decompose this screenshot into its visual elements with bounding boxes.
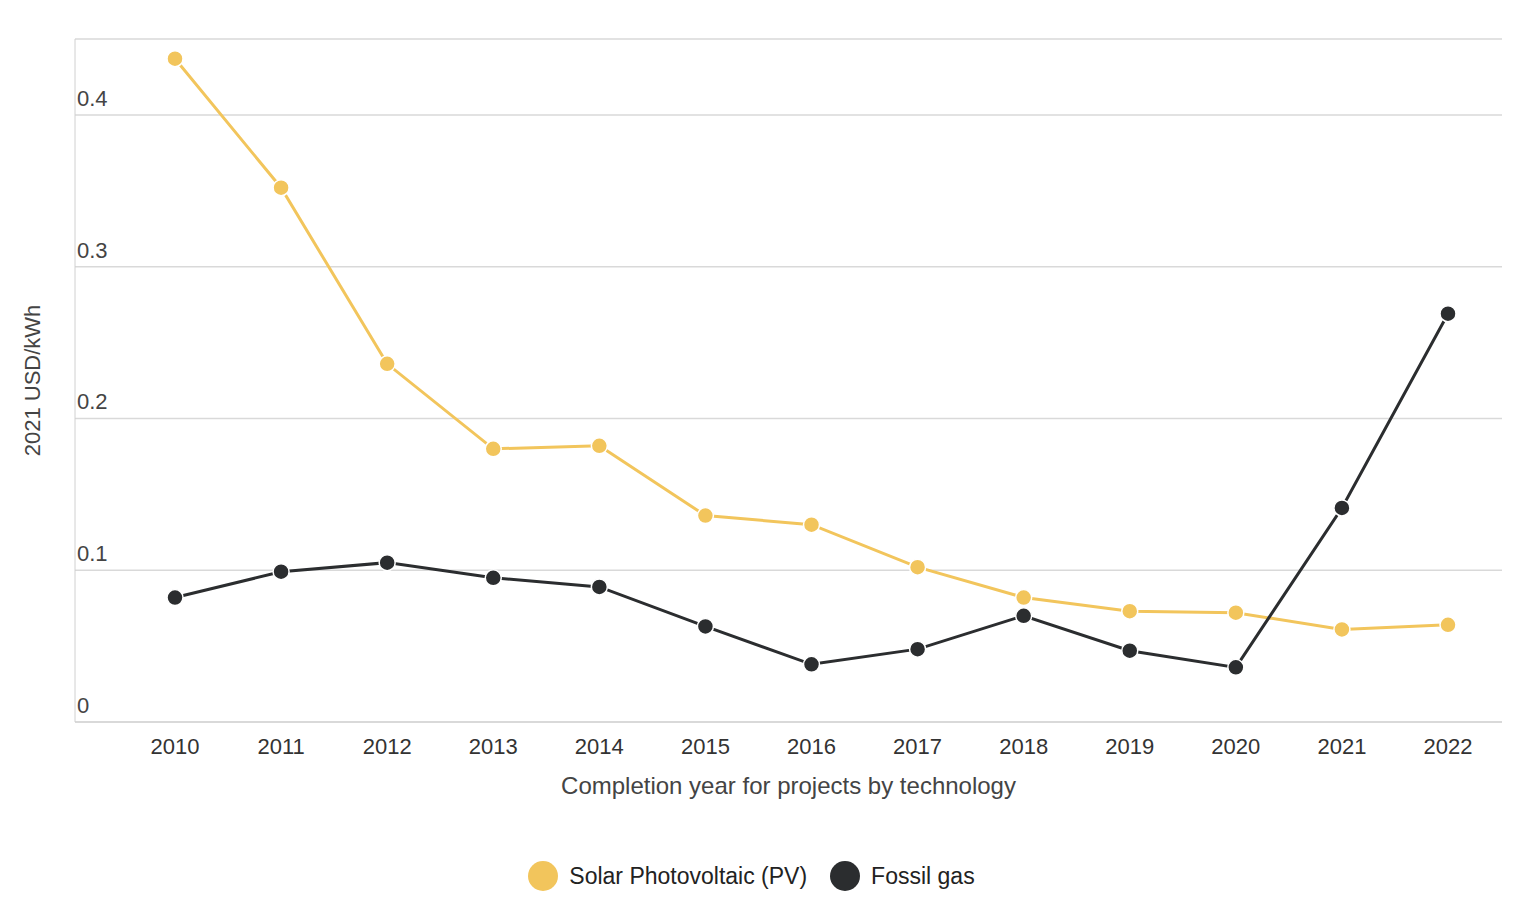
svg-text:2019: 2019 bbox=[1105, 734, 1154, 759]
html-text:Fossil gas: Fossil gas bbox=[871, 862, 975, 889]
svg-text:0.1: 0.1 bbox=[77, 541, 108, 566]
svg-text:2016: 2016 bbox=[787, 734, 836, 759]
svg-text:2010: 2010 bbox=[151, 734, 200, 759]
svg-text:2022: 2022 bbox=[1424, 734, 1473, 759]
svg-text:2013: 2013 bbox=[469, 734, 518, 759]
svg-text:2021: 2021 bbox=[1317, 734, 1366, 759]
svg-text:2021 USD/kWh: 2021 USD/kWh bbox=[20, 305, 45, 457]
svg-text:2018: 2018 bbox=[999, 734, 1048, 759]
svg-text:2011: 2011 bbox=[257, 734, 304, 759]
svg-text:2017: 2017 bbox=[893, 734, 942, 759]
svg-text:0: 0 bbox=[77, 693, 89, 718]
svg-text:Completion year for projects b: Completion year for projects by technolo… bbox=[561, 772, 1016, 799]
svg-text:2020: 2020 bbox=[1211, 734, 1260, 759]
svg-text:0.4: 0.4 bbox=[77, 86, 108, 111]
html-text:Solar Photovoltaic (PV): Solar Photovoltaic (PV) bbox=[569, 862, 808, 889]
svg-text:2015: 2015 bbox=[681, 734, 730, 759]
svg-text:0.2: 0.2 bbox=[77, 389, 108, 414]
svg-text:2014: 2014 bbox=[575, 734, 624, 759]
svg-text:2012: 2012 bbox=[363, 734, 412, 759]
svg-text:0.3: 0.3 bbox=[77, 238, 108, 263]
